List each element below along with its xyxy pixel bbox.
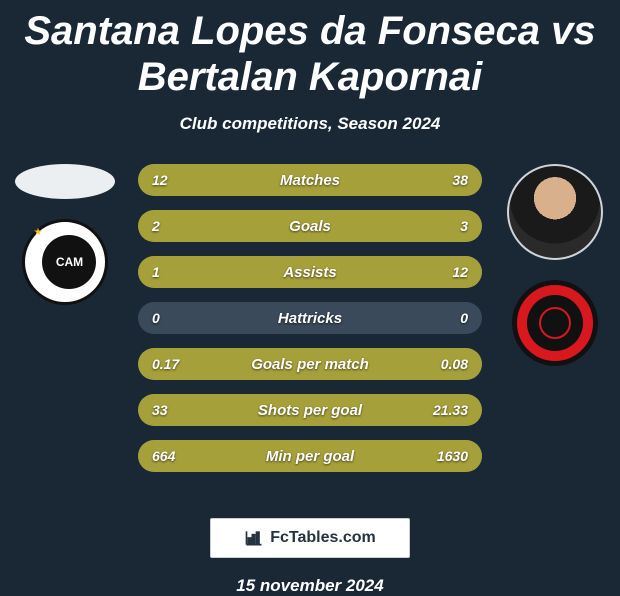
stat-value-left: 2 [152,218,160,234]
stat-value-right: 21.33 [433,402,468,418]
comparison-area: ★ CAM 12 38 Matches 2 3 Goals 1 12 Assists 0 0 Hatt… [0,164,620,494]
stat-value-right: 0.08 [441,356,468,372]
brand-badge: FcTables.com [210,518,410,558]
stat-value-left: 12 [152,172,168,188]
right-player-column [500,164,610,366]
stat-value-left: 33 [152,402,168,418]
stat-value-right: 12 [452,264,468,280]
right-player-photo [507,164,603,260]
stat-label: Goals [289,218,331,235]
stat-value-left: 1 [152,264,160,280]
stat-value-left: 0 [152,310,160,326]
stat-value-right: 38 [452,172,468,188]
stats-list: 1238Matches23Goals112Assists00Hattricks0… [138,164,482,472]
stat-label: Hattricks [278,310,342,327]
stat-row: 664 1630 Min per goal [138,440,482,472]
page-subtitle: Club competitions, Season 2024 [0,114,620,134]
stat-label: Min per goal [266,448,354,465]
stat-label: Matches [280,172,340,189]
left-club-badge: ★ CAM [22,219,108,305]
stat-value-left: 664 [152,448,175,464]
brand-text: FcTables.com [270,529,376,547]
left-player-photo-placeholder [15,164,115,199]
stat-row: 33 21.33 Shots per goal [138,394,482,426]
stat-row: 0.17 0.08 Goals per match [138,348,482,380]
stat-label: Goals per match [251,356,369,373]
stat-label: Assists [283,264,336,281]
stat-row: 1 12 Assists [138,256,482,288]
page-title: Santana Lopes da Fonseca vs Bertalan Kap… [0,0,620,104]
stat-bar-left [138,164,221,196]
footer-date: 15 november 2024 [0,576,620,596]
stat-value-right: 3 [460,218,468,234]
stat-row: 0 0 Hattricks [138,302,482,334]
stat-bar-right [221,164,482,196]
right-club-badge [512,280,598,366]
left-club-shield: CAM [42,235,96,289]
left-player-column: ★ CAM [10,164,120,305]
stat-row: 12 38 Matches [138,164,482,196]
star-icon: ★ [34,227,43,238]
stat-row: 2 3 Goals [138,210,482,242]
stat-value-right: 1630 [437,448,468,464]
stat-value-left: 0.17 [152,356,179,372]
stat-label: Shots per goal [258,402,362,419]
chart-icon [244,528,264,548]
stat-value-right: 0 [460,310,468,326]
